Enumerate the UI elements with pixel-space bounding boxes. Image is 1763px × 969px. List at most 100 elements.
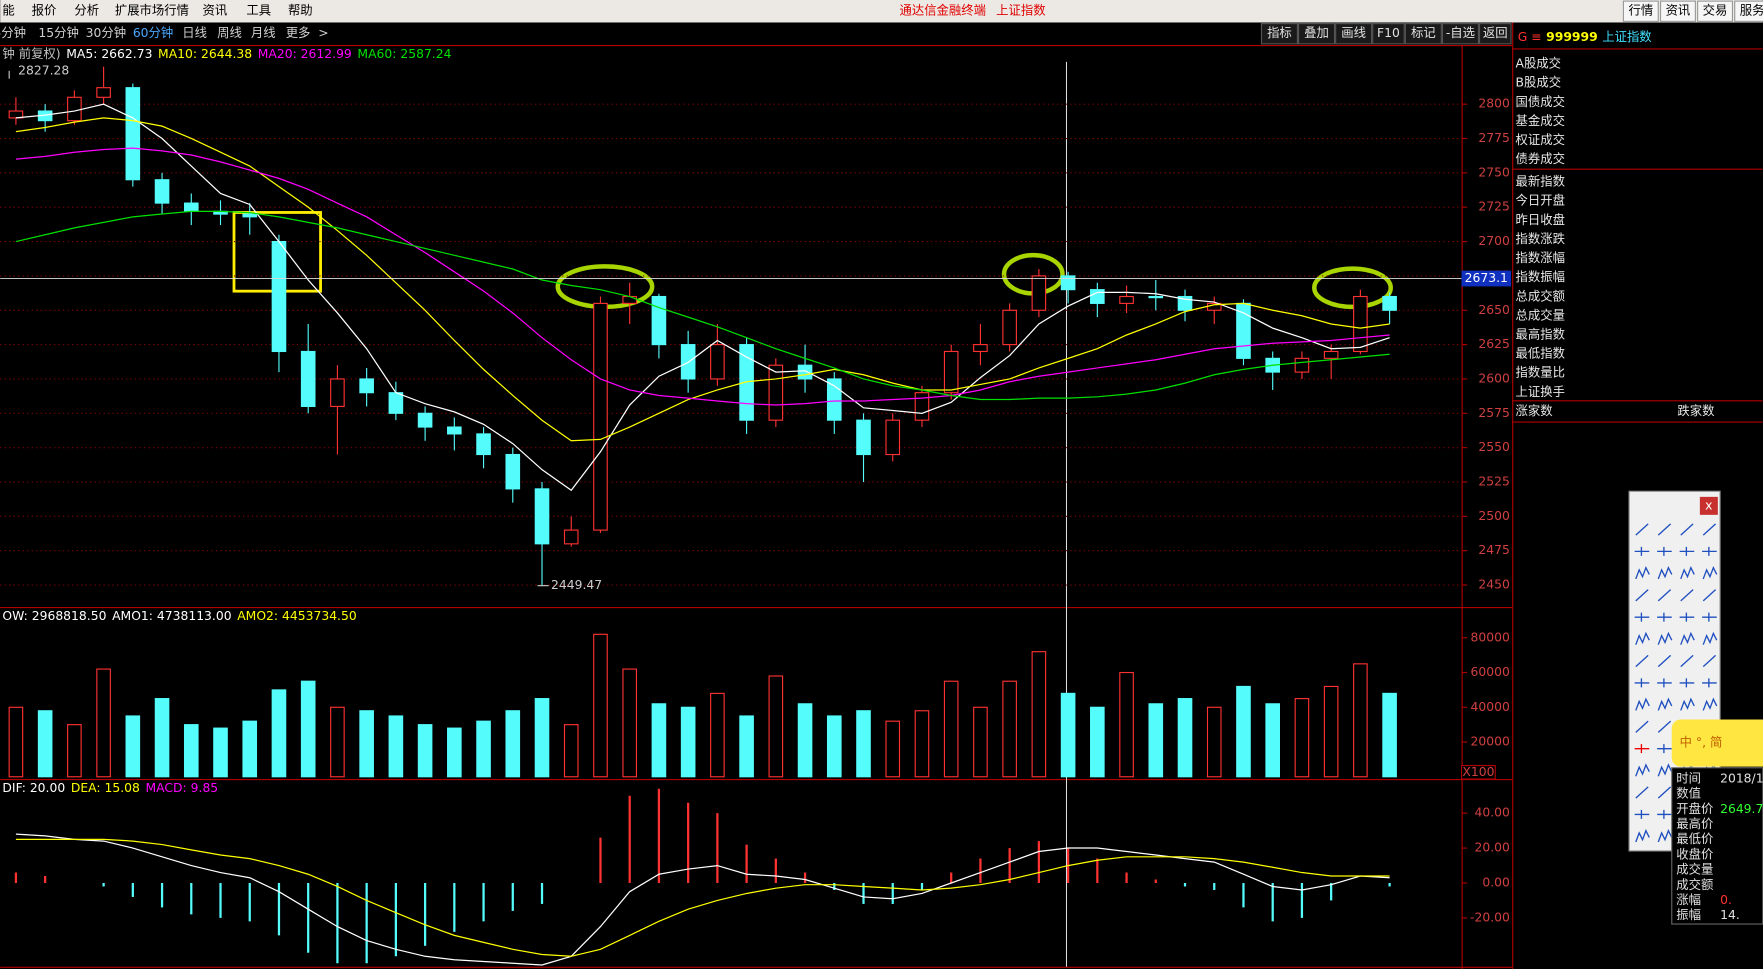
period-tab[interactable]: 更多 xyxy=(286,26,311,40)
tool-icon[interactable] xyxy=(1657,546,1672,556)
legend-item: AMO1: 4738113.00 xyxy=(112,609,232,623)
candle-body xyxy=(856,419,871,456)
tool-icon[interactable] xyxy=(1657,654,1672,668)
candle-body xyxy=(359,378,374,394)
period-tab[interactable]: 5分钟 xyxy=(0,25,26,40)
menu-item[interactable]: 能 xyxy=(2,4,14,18)
period-tab[interactable]: 月线 xyxy=(251,26,276,40)
highlight-ellipse xyxy=(1312,266,1393,310)
tool-icon[interactable] xyxy=(1679,546,1695,556)
tool-icon[interactable] xyxy=(1635,720,1649,733)
tool-icon[interactable] xyxy=(1680,589,1694,602)
info-label: 涨幅 xyxy=(1676,892,1701,907)
tool-icon[interactable] xyxy=(1635,697,1650,711)
toolbar-button[interactable] xyxy=(1372,23,1405,45)
tool-icon[interactable] xyxy=(1657,631,1673,645)
quote-field: 最高指数 xyxy=(1516,326,1565,341)
tool-icon[interactable] xyxy=(1702,612,1717,622)
toolbar-button-label: 指标 xyxy=(1267,25,1292,40)
tool-icon[interactable] xyxy=(1634,744,1650,754)
tool-icon[interactable] xyxy=(1635,566,1650,580)
tool-icon[interactable] xyxy=(1657,786,1672,799)
tool-icon[interactable] xyxy=(1702,654,1717,668)
tool-icon[interactable] xyxy=(1634,612,1650,622)
quote-field: A股成交 xyxy=(1516,56,1562,71)
tool-icon[interactable] xyxy=(1702,523,1717,536)
tool-icon[interactable] xyxy=(1680,566,1695,580)
palette-close[interactable] xyxy=(1699,496,1718,515)
y-tick-label: 2800 xyxy=(1478,97,1510,111)
y-tick-label: 40000 xyxy=(1471,700,1510,714)
tool-icon[interactable] xyxy=(1657,744,1672,754)
tool-icon[interactable] xyxy=(1635,589,1649,602)
toolbar-button[interactable] xyxy=(1297,23,1336,45)
tool-icon[interactable] xyxy=(1702,566,1718,580)
tool-icon[interactable] xyxy=(1680,654,1694,668)
y-tick-label: 2650 xyxy=(1478,303,1510,317)
toolbar-button[interactable] xyxy=(1260,23,1298,45)
y-tick-label: 2500 xyxy=(1478,509,1510,523)
tool-icon[interactable] xyxy=(1657,612,1672,622)
menu-item[interactable]: 分析 xyxy=(74,4,99,18)
tool-icon[interactable] xyxy=(1635,523,1649,536)
menu-button[interactable] xyxy=(1734,0,1763,22)
tool-icon[interactable] xyxy=(1657,720,1672,733)
menu-item[interactable]: 资讯 xyxy=(203,4,228,18)
toolbar-button[interactable] xyxy=(1404,23,1442,45)
tool-icon[interactable] xyxy=(1679,612,1695,622)
menu-button[interactable] xyxy=(1659,0,1696,22)
y-tick-label: 2475 xyxy=(1478,543,1509,557)
y-tick-label: 2575 xyxy=(1478,406,1509,420)
volume-bar xyxy=(739,715,754,778)
menu-button[interactable] xyxy=(1697,0,1734,22)
tool-icon[interactable] xyxy=(1634,546,1650,556)
candle-body xyxy=(1148,295,1164,299)
menu-item[interactable]: 帮助 xyxy=(288,4,313,18)
volume-bar xyxy=(563,724,579,778)
tool-icon[interactable] xyxy=(1635,786,1649,799)
candle-body xyxy=(1002,309,1017,346)
toolbar-button[interactable] xyxy=(1441,23,1479,45)
quote-field: 最低指数 xyxy=(1516,346,1565,361)
tool-icon[interactable] xyxy=(1680,697,1695,711)
tool-icon[interactable] xyxy=(1657,523,1672,536)
tool-icon[interactable] xyxy=(1657,763,1673,777)
menu-item[interactable]: 报价 xyxy=(32,3,57,18)
toolbar-button[interactable] xyxy=(1335,23,1373,45)
tool-icon[interactable] xyxy=(1657,809,1672,819)
quote-field: 今日开盘 xyxy=(1516,193,1565,208)
tool-icon[interactable] xyxy=(1635,829,1650,843)
toolbar-button[interactable] xyxy=(1478,23,1512,45)
period-tab[interactable]: 60分钟 xyxy=(133,25,173,40)
tool-icon[interactable] xyxy=(1702,678,1717,688)
toolbar-button-label: -自选 xyxy=(1446,26,1475,40)
tool-icon[interactable] xyxy=(1657,589,1672,602)
tool-icon[interactable] xyxy=(1634,809,1650,819)
volume-bar xyxy=(943,680,959,778)
tool-icon[interactable] xyxy=(1635,631,1650,645)
tool-icon[interactable] xyxy=(1680,631,1695,645)
period-tab[interactable]: 周线 xyxy=(217,26,242,40)
tool-icon[interactable] xyxy=(1635,763,1650,777)
more-arrow[interactable]: > xyxy=(318,26,328,40)
tool-icon[interactable] xyxy=(1702,697,1718,711)
menu-item[interactable]: 扩展市场行情 xyxy=(115,3,189,18)
volume-bar xyxy=(1353,663,1368,778)
tool-icon[interactable] xyxy=(1657,566,1673,580)
legend-item: MA60: 2587.24 xyxy=(357,46,451,60)
tool-icon[interactable] xyxy=(1702,546,1717,556)
tool-icon[interactable] xyxy=(1657,697,1673,711)
tool-icon[interactable] xyxy=(1634,678,1650,688)
menu-button[interactable] xyxy=(1622,0,1659,22)
period-tab[interactable]: 15分钟 xyxy=(38,25,78,40)
period-tab[interactable]: 30分钟 xyxy=(86,25,126,40)
period-tab[interactable]: 日线 xyxy=(182,26,207,40)
tool-icon[interactable] xyxy=(1680,523,1694,536)
tool-icon[interactable] xyxy=(1679,678,1695,688)
tool-icon[interactable] xyxy=(1635,654,1649,668)
tool-icon[interactable] xyxy=(1657,829,1673,843)
tool-icon[interactable] xyxy=(1702,589,1717,602)
tool-icon[interactable] xyxy=(1702,631,1718,645)
menu-item[interactable]: 工具 xyxy=(246,4,271,18)
tool-icon[interactable] xyxy=(1657,678,1672,688)
